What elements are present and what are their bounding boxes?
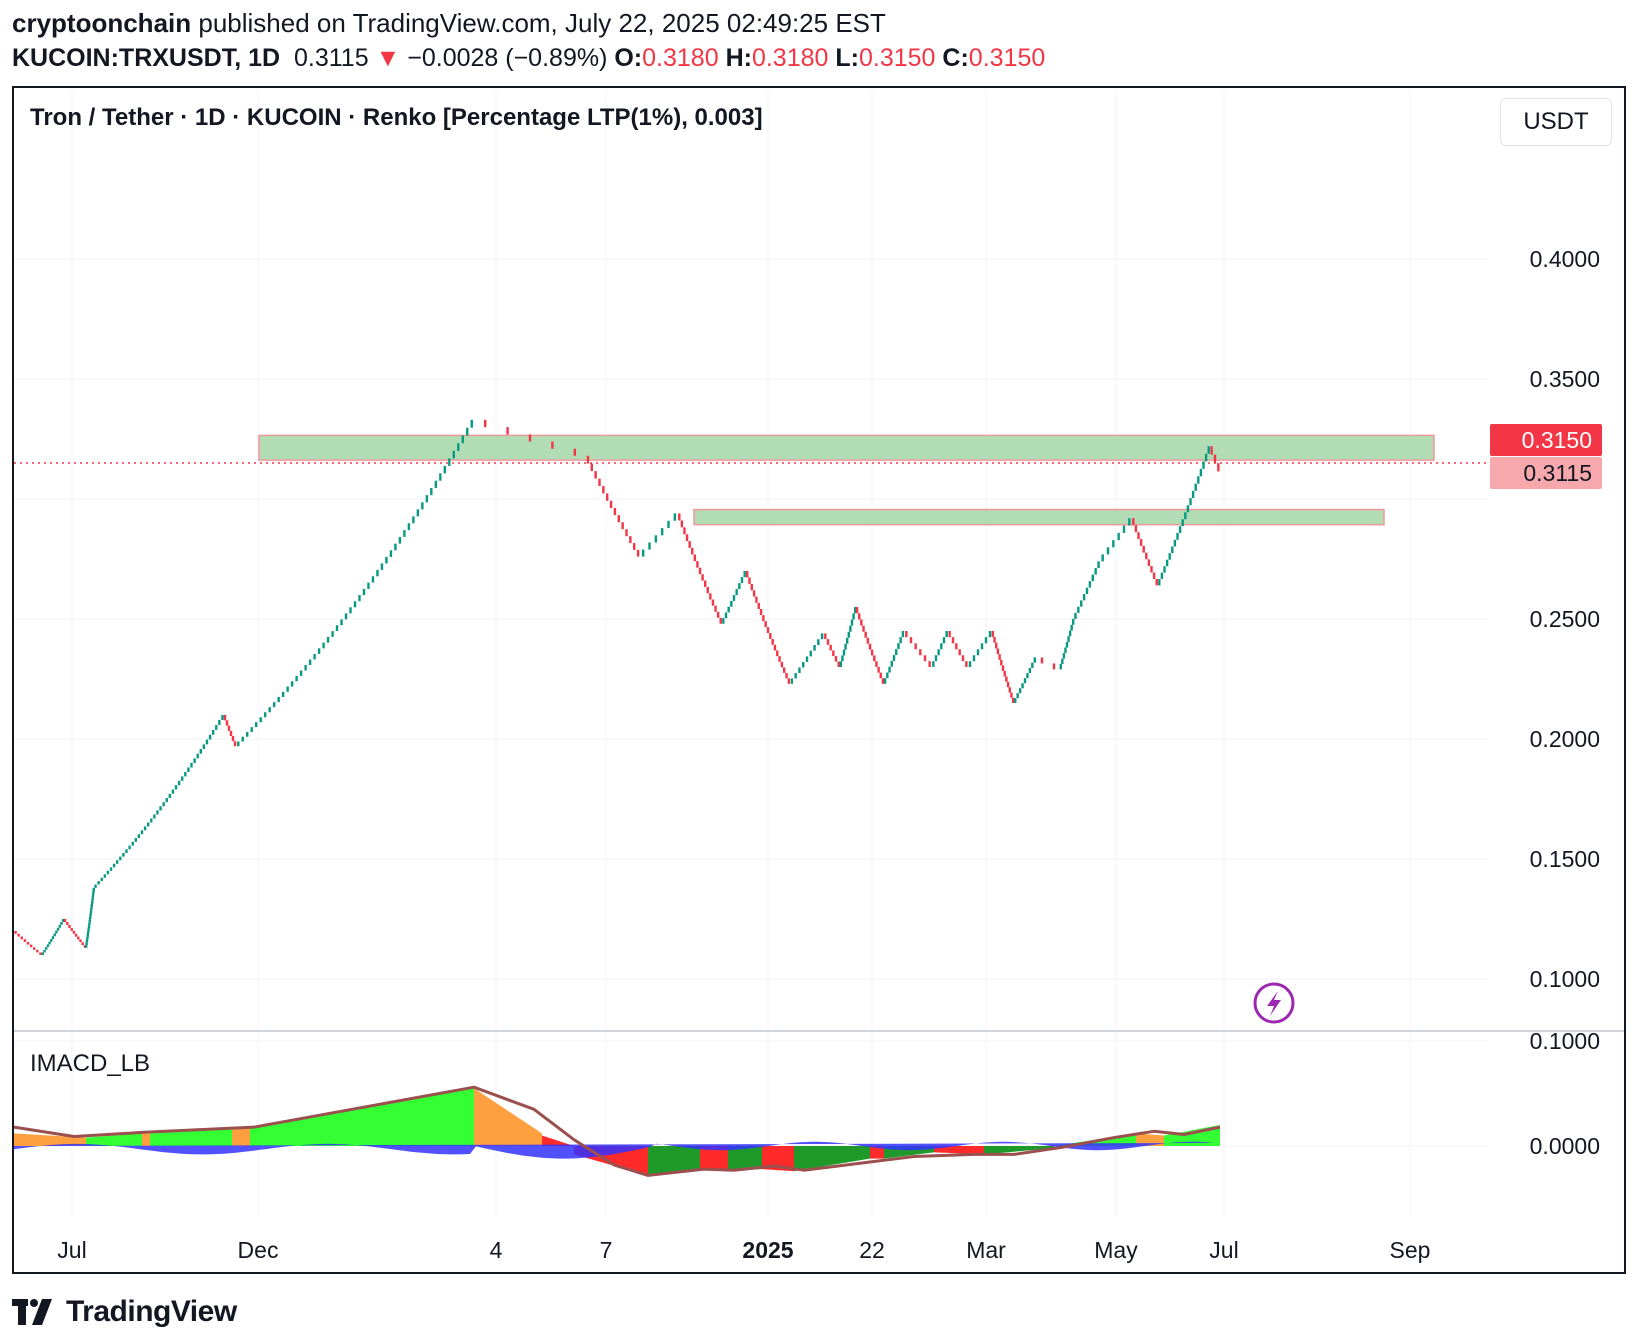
low-label: L:	[835, 44, 859, 72]
published-text: published on TradingView.com, July 22, 2…	[191, 8, 886, 38]
close-value: 0.3150	[968, 44, 1046, 72]
brand-name: TradingView	[66, 1295, 237, 1328]
symbol-name[interactable]: KUCOIN:TRXUSDT, 1D	[12, 44, 281, 72]
close-label: C:	[942, 44, 969, 72]
chart-title: Tron / Tether · 1D · KUCOIN · Renko [Per…	[30, 104, 763, 131]
down-arrow-icon: ▼	[375, 44, 401, 72]
open-value: 0.3180	[642, 44, 719, 72]
author-name[interactable]: cryptoonchain	[12, 8, 192, 38]
symbol-info: KUCOIN:TRXUSDT, 1D 0.3115 ▼ −0.0028 (−0.…	[12, 44, 1045, 73]
publish-info: cryptoonchain published on TradingView.c…	[12, 8, 886, 39]
low-value: 0.3150	[858, 44, 936, 72]
last-price: 0.3115	[293, 44, 369, 72]
currency-button[interactable]: USDT	[1500, 98, 1612, 146]
indicator-title[interactable]: IMACD_LB	[30, 1050, 151, 1077]
open-label: O:	[614, 44, 643, 72]
chart-frame[interactable]	[12, 86, 1626, 1274]
tradingview-logo-icon	[12, 1299, 52, 1325]
high-label: H:	[725, 44, 752, 72]
high-value: 0.3180	[751, 44, 829, 72]
footer-logo[interactable]: TradingView	[12, 1294, 237, 1330]
price-change: −0.0028 (−0.89%)	[407, 44, 608, 72]
